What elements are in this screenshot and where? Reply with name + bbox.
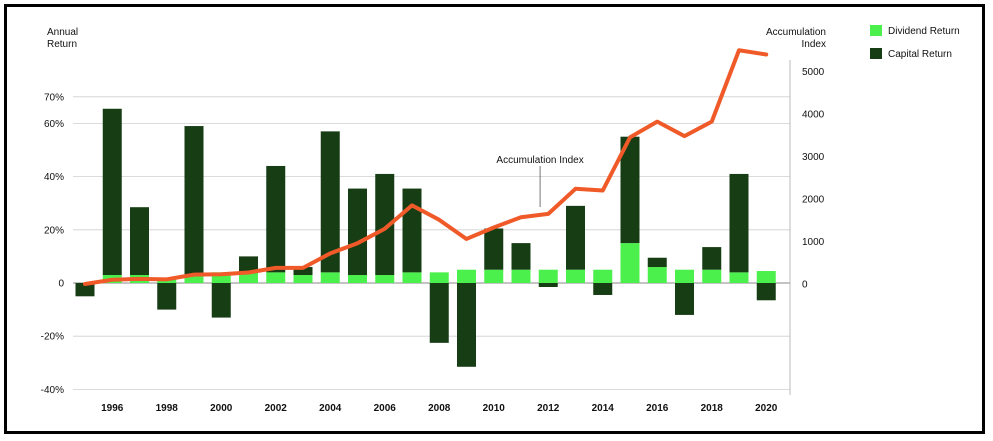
bar-capital-1998 <box>157 283 177 310</box>
left-tick-label: 70% <box>44 92 64 103</box>
bar-capital-2005 <box>348 188 367 276</box>
x-tick-label: 2014 <box>592 403 615 414</box>
bar-dividend-2006 <box>375 275 395 283</box>
right-axis-label-line1: Accumulation <box>766 27 826 38</box>
legend-swatch-dividend <box>870 25 882 36</box>
left-tick-label: 40% <box>44 172 64 183</box>
bar-capital-1999 <box>184 126 204 276</box>
bar-capital-2020 <box>756 283 776 301</box>
right-tick-label: 2000 <box>802 195 825 206</box>
left-axis-label-line1: Annual <box>47 27 78 38</box>
x-tick-label: 2000 <box>210 403 233 414</box>
legend: Dividend Return Capital Return <box>870 25 960 60</box>
x-tick-label: 1996 <box>101 403 124 414</box>
legend-label-capital: Capital Return <box>888 49 952 60</box>
bar-capital-2001 <box>239 256 258 273</box>
bar-capital-2017 <box>675 283 694 315</box>
right-axis-label-line2: Index <box>802 39 826 50</box>
x-tick-label: 2020 <box>755 403 778 414</box>
bar-dividend-2007 <box>402 272 422 283</box>
bar-dividend-2015 <box>620 243 640 283</box>
x-tick-label: 1998 <box>156 403 179 414</box>
accumulation-line <box>83 48 769 286</box>
x-tick-label: 2016 <box>646 403 669 414</box>
left-tick-label: 0 <box>58 279 64 290</box>
bar-capital-2014 <box>593 283 613 295</box>
bar-capital-2011 <box>511 243 531 270</box>
bar-dividend-2010 <box>484 269 504 283</box>
bar-dividend-2011 <box>511 269 531 283</box>
bar-capital-2000 <box>211 283 231 318</box>
bar-dividend-2008 <box>429 272 449 283</box>
bar-capital-2016 <box>647 257 667 268</box>
bar-dividend-2018 <box>702 269 722 283</box>
left-tick-label: 20% <box>44 225 64 236</box>
bar-capital-1997 <box>130 207 149 276</box>
bar-capital-2009 <box>457 283 476 367</box>
right-tick-label: 5000 <box>802 67 825 78</box>
left-tick-label: -40% <box>41 385 64 396</box>
x-tick-label: 2018 <box>701 403 724 414</box>
bar-dividend-2016 <box>647 267 667 283</box>
accumulation-index-line <box>83 48 769 286</box>
x-tick-label: 2008 <box>428 403 451 414</box>
annotation-label: Accumulation Index <box>496 155 583 166</box>
bar-dividend-2019 <box>729 272 749 283</box>
left-tick-label: 60% <box>44 119 64 130</box>
bar-dividend-2009 <box>457 269 476 283</box>
bar-dividend-2003 <box>293 275 313 283</box>
bar-capital-2008 <box>429 283 449 343</box>
right-tick-label: 0 <box>802 280 808 291</box>
right-tick-label: 1000 <box>802 237 825 248</box>
x-tick-label: 2004 <box>319 403 342 414</box>
annotation: Accumulation Index <box>496 155 584 207</box>
chart-frame <box>4 4 985 434</box>
left-tick-label: -20% <box>41 332 64 343</box>
legend-label-dividend: Dividend Return <box>888 26 960 37</box>
bar-capital-2019 <box>729 173 749 273</box>
axes: -40% -20% 0 20% 40% 60% 70% 0 1000 2000 3000 4000 50… <box>41 60 825 414</box>
bar-dividend-2005 <box>348 275 367 283</box>
right-tick-label: 4000 <box>802 110 825 121</box>
bar-dividend-2000 <box>211 272 231 283</box>
bar-dividend-2020 <box>756 271 776 283</box>
bar-capital-2006 <box>375 173 395 276</box>
bar-dividend-2004 <box>320 272 340 283</box>
bar-dividend-2013 <box>566 269 585 283</box>
bar-dividend-2014 <box>593 269 613 283</box>
bar-capital-2002 <box>266 165 286 273</box>
bar-dividend-2001 <box>239 272 258 283</box>
x-tick-label: 2012 <box>537 403 560 414</box>
bar-capital-2015 <box>620 136 640 244</box>
legend-swatch-capital <box>870 48 882 59</box>
bar-dividend-2012 <box>538 269 558 283</box>
bar-dividend-2002 <box>266 272 286 283</box>
bar-capital-2013 <box>566 205 585 270</box>
bar-capital-2012 <box>538 283 558 287</box>
x-tick-label: 2010 <box>483 403 506 414</box>
gridlines <box>73 96 790 390</box>
x-tick-label: 2002 <box>265 403 288 414</box>
bars <box>75 108 776 367</box>
bar-capital-1995 <box>75 283 95 297</box>
bar-capital-2003 <box>293 267 313 276</box>
x-tick-label: 2006 <box>374 403 397 414</box>
left-axis-label-line2: Return <box>47 39 77 50</box>
right-tick-label: 3000 <box>802 152 825 163</box>
bar-capital-2010 <box>484 228 504 270</box>
bar-capital-2004 <box>320 131 340 273</box>
bar-capital-1996 <box>102 108 122 276</box>
bar-capital-2018 <box>702 247 722 270</box>
bar-dividend-2017 <box>675 269 694 283</box>
bar-dividend-1999 <box>184 275 204 283</box>
bar-capital-2007 <box>402 188 422 273</box>
